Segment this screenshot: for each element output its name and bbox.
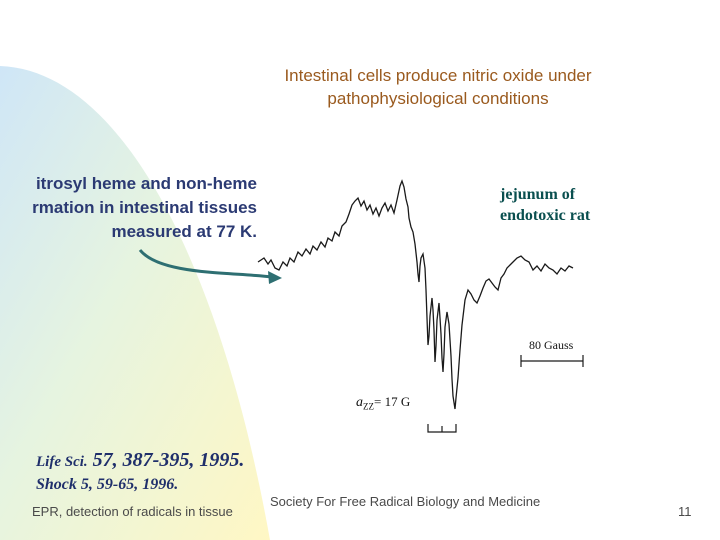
title-line-1: Intestinal cells produce nitric oxide un… [284,66,592,85]
spectrum-trace [257,179,574,410]
description-line-1: itrosyl heme and non-heme [35,174,257,193]
hyperfine-label: aZZ= 17 G [356,394,410,412]
reference-2: Shock 5, 59-65, 1996. [36,476,179,493]
spectrum-description: itrosyl heme and non-heme rmation in int… [0,172,257,244]
slide-title: Intestinal cells produce nitric oxide un… [200,64,676,110]
footer-left: EPR, detection of radicals in tissue [32,504,233,519]
reference-1: Life Sci. 57, 387-395, 1995. [36,449,244,472]
sample-line-2: endotoxic rat [500,207,591,224]
footer-society: Society For Free Radical Biology and Med… [270,494,541,509]
reference-1-journal: Life Sci. [36,454,88,470]
title-line-2: pathophysiological conditions [327,89,549,108]
description-line-3: measured at 77 K. [111,222,257,241]
sample-line-1: jejunum of [500,186,576,203]
azz-symbol: a [356,395,363,410]
description-line-2: rmation in intestinal tissues [32,198,257,217]
scale-label: 80 Gauss [529,338,574,352]
page-number: 11 [678,504,692,519]
sample-label: jejunum of endotoxic rat [500,184,660,226]
scale-bar [520,355,584,367]
azz-subscript: ZZ [363,401,374,412]
azz-value: = 17 G [374,394,411,409]
hyperfine-marker [427,424,457,433]
reference-1-detail: 57, 387-395, 1995. [87,449,245,471]
